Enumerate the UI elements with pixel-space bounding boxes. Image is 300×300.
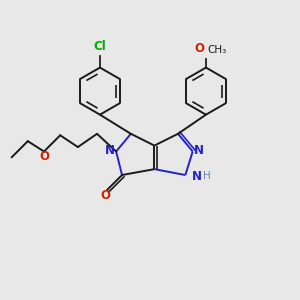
Text: H: H: [203, 171, 211, 181]
Text: N: N: [105, 144, 115, 157]
Text: O: O: [100, 188, 110, 202]
Text: CH₃: CH₃: [207, 45, 227, 55]
Text: N: N: [192, 170, 202, 183]
Text: Cl: Cl: [94, 40, 106, 53]
Text: O: O: [194, 42, 205, 55]
Text: O: O: [40, 150, 50, 163]
Text: N: N: [194, 144, 204, 157]
